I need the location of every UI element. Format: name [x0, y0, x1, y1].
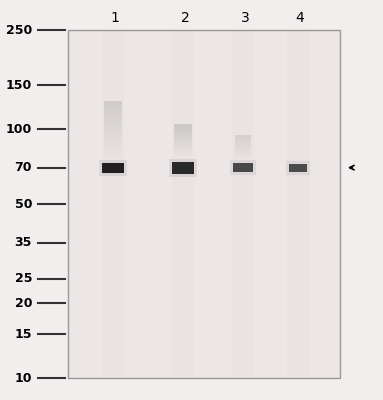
Bar: [289, 164, 307, 172]
Bar: [174, 148, 192, 150]
Bar: [174, 125, 192, 127]
Bar: [287, 31, 309, 377]
Bar: [104, 128, 122, 131]
Bar: [104, 114, 122, 117]
Bar: [172, 31, 194, 377]
Bar: [174, 154, 192, 156]
Bar: [233, 163, 253, 172]
Bar: [104, 134, 122, 136]
Bar: [104, 112, 122, 114]
Bar: [104, 120, 122, 123]
Bar: [104, 145, 122, 148]
Bar: [235, 146, 251, 147]
Bar: [99, 160, 127, 176]
Bar: [235, 136, 251, 137]
Bar: [174, 150, 192, 151]
Bar: [235, 141, 251, 142]
Bar: [174, 153, 192, 154]
Bar: [68, 30, 340, 378]
Bar: [235, 148, 251, 149]
Bar: [286, 161, 310, 175]
Bar: [235, 152, 251, 153]
Bar: [174, 142, 192, 143]
Bar: [235, 150, 251, 152]
Bar: [235, 143, 251, 144]
Bar: [104, 109, 122, 112]
Text: 1: 1: [111, 11, 119, 25]
Text: 15: 15: [15, 328, 32, 341]
Bar: [104, 142, 122, 145]
Text: 50: 50: [15, 198, 32, 210]
Bar: [104, 148, 122, 150]
Text: 3: 3: [241, 11, 249, 25]
Bar: [235, 138, 251, 140]
Bar: [104, 101, 122, 104]
Bar: [104, 104, 122, 106]
Bar: [235, 142, 251, 143]
Bar: [172, 162, 194, 174]
Bar: [169, 159, 197, 177]
Bar: [174, 135, 192, 137]
Text: 20: 20: [15, 296, 32, 310]
Bar: [174, 137, 192, 138]
Bar: [174, 143, 192, 145]
Bar: [174, 134, 192, 135]
Bar: [174, 130, 192, 132]
Bar: [235, 154, 251, 155]
Bar: [230, 160, 256, 175]
Bar: [174, 129, 192, 130]
Bar: [174, 145, 192, 146]
Bar: [235, 144, 251, 146]
Bar: [104, 123, 122, 126]
Bar: [104, 136, 122, 139]
Bar: [102, 31, 124, 377]
Bar: [174, 146, 192, 148]
Bar: [235, 153, 251, 154]
Bar: [235, 156, 251, 158]
Text: 4: 4: [296, 11, 304, 25]
Bar: [174, 140, 192, 142]
Bar: [104, 117, 122, 120]
Bar: [104, 126, 122, 128]
Bar: [235, 135, 251, 136]
Bar: [174, 132, 192, 134]
Bar: [104, 106, 122, 109]
Bar: [235, 158, 251, 159]
Bar: [104, 139, 122, 142]
Bar: [174, 124, 192, 125]
Text: 25: 25: [15, 272, 32, 286]
Bar: [235, 155, 251, 156]
Bar: [235, 140, 251, 141]
Bar: [174, 151, 192, 153]
Bar: [235, 137, 251, 138]
Bar: [102, 163, 124, 173]
Bar: [104, 131, 122, 134]
Text: 35: 35: [15, 236, 32, 249]
Text: 70: 70: [15, 161, 32, 174]
Text: 100: 100: [6, 122, 32, 136]
Text: 2: 2: [181, 11, 189, 25]
Bar: [174, 127, 192, 129]
Bar: [235, 149, 251, 150]
Text: 150: 150: [6, 79, 32, 92]
Bar: [174, 138, 192, 140]
Bar: [104, 153, 122, 156]
Text: 250: 250: [6, 24, 32, 36]
Bar: [232, 31, 254, 377]
Bar: [235, 147, 251, 148]
Bar: [104, 150, 122, 153]
Text: 10: 10: [15, 372, 32, 384]
